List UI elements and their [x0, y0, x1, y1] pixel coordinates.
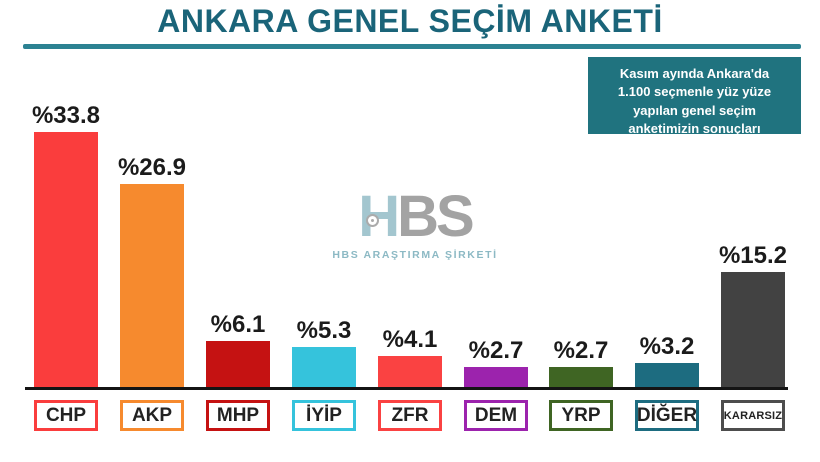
party-label-iyip: İYİP [292, 400, 356, 431]
hbs-logo: HBS [330, 188, 500, 246]
bar-value-zfr: %4.1 [382, 326, 438, 353]
party-label-kararsiz: KARARSIZ [721, 400, 785, 431]
hbs-logo-h: H [358, 184, 400, 249]
info-line-4: anketimizin sonuçları [628, 121, 761, 137]
bar-value-mhp: %6.1 [210, 311, 266, 338]
bar-dem [464, 367, 528, 387]
party-label-mhp: MHP [206, 400, 270, 431]
bar-value-dier: %3.2 [639, 333, 695, 360]
bar-yrp [549, 367, 613, 387]
survey-info-box: Kasım ayında Ankara'da 1.100 seçmenle yü… [588, 57, 801, 136]
hbs-logo-subtitle: HBS ARAŞTIRMA ŞİRKETİ [332, 249, 498, 261]
bar-value-kararsiz: %15.2 [718, 242, 788, 269]
x-axis-line [25, 387, 788, 390]
bar-value-akp: %26.9 [117, 154, 187, 181]
bar-akp [120, 184, 184, 387]
bar-value-dem: %2.7 [468, 337, 524, 364]
party-label-akp: AKP [120, 400, 184, 431]
bar-value-yrp: %2.7 [553, 337, 609, 364]
bar-kararsiz [721, 272, 785, 387]
bar-chp [34, 132, 98, 387]
title-divider [23, 44, 801, 49]
bar-value-iyip: %5.3 [296, 317, 352, 344]
party-label-zfr: ZFR [378, 400, 442, 431]
hbs-logo-bs: BS [397, 184, 475, 249]
bar-iyip [292, 347, 356, 387]
bar-mhp [206, 341, 270, 387]
page-title: ANKARA GENEL SEÇİM ANKETİ [157, 3, 663, 39]
bar-zfr [378, 356, 442, 387]
hbs-watermark: HBS HBS ARAŞTIRMA ŞİRKETİ [330, 188, 500, 262]
bar-value-chp: %33.8 [31, 102, 101, 129]
info-line-2: 1.100 seçmenle yüz yüze [617, 84, 772, 100]
info-line-1: Kasım ayında Ankara'da [619, 66, 770, 81]
party-label-chp: CHP [34, 400, 98, 431]
info-line-3: yapılan genel seçim [633, 102, 756, 118]
party-label-dem: DEM [464, 400, 528, 431]
party-label-dier: DİĞER [635, 400, 699, 431]
signal-icon [366, 214, 379, 227]
party-label-yrp: YRP [549, 400, 613, 431]
bar-dier [635, 363, 699, 387]
